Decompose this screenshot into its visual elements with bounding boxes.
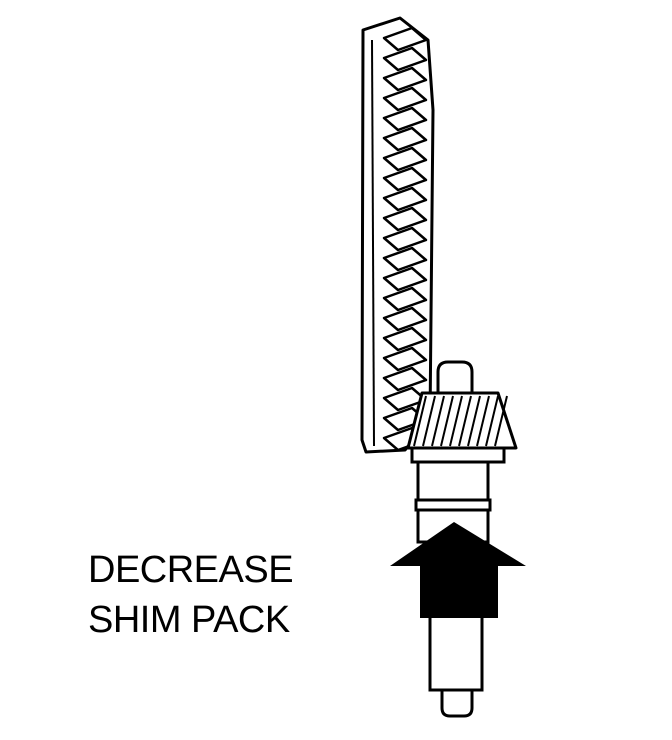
ring-gear-tooth	[382, 186, 428, 212]
ring-gear-tooth	[382, 206, 428, 232]
label-line-1: DECREASE	[88, 549, 294, 591]
ring-gear-tooth	[382, 366, 428, 392]
label-line-2: SHIM PACK	[88, 599, 290, 641]
pinion-tooth	[431, 395, 445, 447]
ring-gear-teeth	[382, 26, 428, 452]
pinion-tooth	[485, 395, 499, 447]
up-arrow-icon	[390, 522, 526, 618]
ring-gear-tooth	[382, 66, 428, 92]
ring-gear-tooth	[382, 306, 428, 332]
ring-gear-back-edge	[371, 39, 375, 447]
pinion-top-stub	[436, 360, 474, 395]
ring-gear-tooth	[382, 346, 428, 372]
pinion-tooth	[458, 395, 472, 447]
pinion-tooth	[449, 395, 463, 447]
ring-gear-tooth	[382, 106, 428, 132]
ring-gear-tooth	[382, 326, 428, 352]
pinion-bottom-stub	[440, 688, 474, 718]
ring-gear-tooth	[382, 26, 428, 52]
pinion-tooth	[494, 395, 508, 447]
ring-gear-tooth	[382, 286, 428, 312]
ring-gear-tooth	[382, 126, 428, 152]
pinion-collar	[410, 446, 506, 464]
ring-gear-tooth	[382, 146, 428, 172]
ring-gear-tooth	[382, 266, 428, 292]
ring-gear-tooth	[382, 246, 428, 272]
pinion-shaft-lower	[428, 613, 484, 692]
ring-gear	[360, 16, 435, 454]
ring-gear-tooth	[382, 166, 428, 192]
pinion-tooth	[467, 395, 481, 447]
pinion-teeth	[413, 395, 508, 447]
ring-gear-tooth	[382, 226, 428, 252]
ring-gear-tooth	[382, 46, 428, 72]
decrease-shim-pack-label: DECREASE SHIM PACK	[88, 545, 294, 645]
pinion-tooth	[440, 395, 454, 447]
pinion-tooth	[476, 395, 490, 447]
pinion-tooth	[413, 395, 427, 447]
ring-gear-tooth	[382, 86, 428, 112]
pinion-tooth	[422, 395, 436, 447]
